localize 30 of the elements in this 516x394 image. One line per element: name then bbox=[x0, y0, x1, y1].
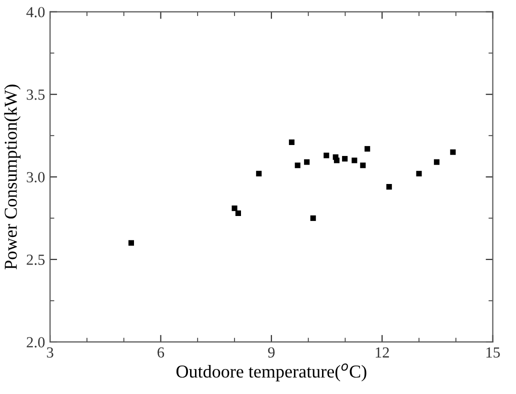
point bbox=[324, 152, 330, 158]
x-tick-label: 12 bbox=[376, 347, 389, 358]
x-tick-label: 6 bbox=[158, 347, 164, 358]
point bbox=[232, 205, 238, 212]
point bbox=[288, 139, 294, 146]
point bbox=[386, 184, 392, 190]
y-tick-label: 2.0 bbox=[26, 337, 45, 348]
x-tick-label: 3 bbox=[46, 347, 54, 358]
y-axis-title: Power Consumption(kW) bbox=[4, 84, 21, 270]
point bbox=[450, 149, 456, 155]
point bbox=[256, 170, 262, 176]
x-axis-title: Outdoore temperature($^{o}$C) bbox=[176, 363, 366, 382]
point bbox=[334, 158, 340, 164]
y-tick-label: 2.5 bbox=[26, 254, 45, 265]
x-tick-label: 9 bbox=[268, 347, 275, 358]
y-tick-label: 3.5 bbox=[26, 90, 45, 100]
point bbox=[294, 162, 300, 168]
point bbox=[364, 146, 370, 152]
point bbox=[304, 159, 310, 165]
point bbox=[416, 170, 422, 176]
point bbox=[352, 158, 358, 164]
x-tick-label: 15 bbox=[486, 347, 500, 358]
point bbox=[128, 240, 134, 246]
point bbox=[342, 156, 348, 162]
point bbox=[235, 210, 241, 216]
point bbox=[434, 159, 440, 165]
point bbox=[310, 215, 316, 221]
y-tick-label: 4.0 bbox=[26, 6, 45, 18]
point bbox=[360, 162, 366, 168]
y-tick-label: 3.0 bbox=[26, 172, 45, 182]
